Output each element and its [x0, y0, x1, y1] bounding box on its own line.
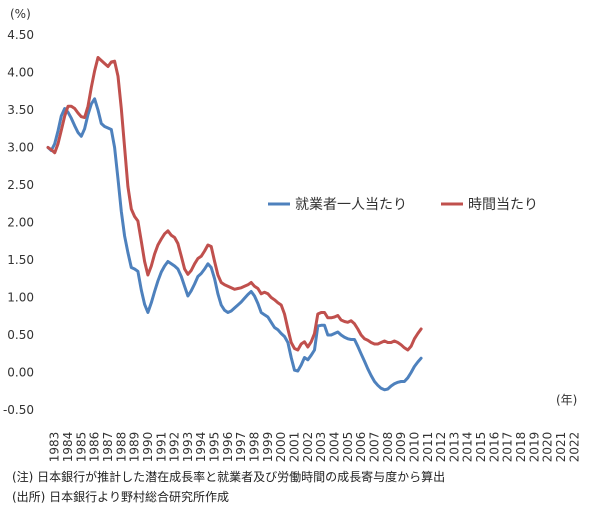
series-lines — [46, 56, 423, 392]
x-tick-label: 1996 — [221, 432, 235, 463]
x-tick-label: 1986 — [88, 432, 102, 463]
y-tick-label: 3.00 — [7, 141, 34, 155]
x-tick-label: 2010 — [407, 432, 421, 463]
x-tick-label: 1999 — [261, 432, 275, 463]
x-tick-label: 2005 — [341, 432, 355, 463]
x-tick-label: 2007 — [367, 432, 381, 463]
x-tick-label: 1983 — [48, 432, 62, 463]
x-tick-label: 2001 — [288, 432, 302, 463]
y-unit-label: (%) — [10, 7, 31, 21]
x-tick-label: 2009 — [394, 432, 408, 463]
x-tick-label: 2012 — [434, 432, 448, 463]
x-tick-label: 2018 — [514, 432, 528, 463]
y-tick-label: 0.50 — [7, 328, 34, 342]
x-unit-label: (年) — [556, 393, 577, 407]
line-chart: (%) 4.50 4.00 3.50 3.00 2.50 2.00 1.50 1.00 0.50… — [3, 7, 582, 463]
x-tick-label: 2015 — [474, 432, 488, 463]
x-tick-label: 2000 — [274, 432, 288, 463]
x-tick-label: 2006 — [354, 432, 368, 463]
x-tick-label: 2008 — [381, 432, 395, 463]
y-tick-label: 2.50 — [7, 178, 34, 192]
x-tick-label: 1991 — [154, 432, 168, 463]
x-tick-label: 2013 — [447, 432, 461, 463]
x-tick-label: 2003 — [314, 432, 328, 463]
y-tick-label: 2.00 — [7, 216, 34, 230]
x-tick-label: 2021 — [554, 432, 568, 463]
x-tick-label: 1987 — [101, 432, 115, 463]
legend-label: 就業者一人当たり — [295, 197, 407, 213]
footnote: (注) 日本銀行が推計した潜在成長率と就業者及び労働時間の成長寄与度から算出 — [12, 470, 446, 484]
y-tick-label: 3.50 — [7, 103, 34, 117]
x-axis-ticks: 1983 1984 1985 1986 1987 1988 1989 1990 1991 1992… — [48, 432, 582, 463]
x-tick-label: 2002 — [301, 432, 315, 463]
y-tick-label: -0.50 — [3, 403, 34, 417]
x-tick-label: 1992 — [168, 432, 182, 463]
x-tick-label: 2022 — [567, 432, 581, 463]
y-tick-label: 1.00 — [7, 291, 34, 305]
x-tick-label: 2011 — [421, 432, 435, 463]
x-tick-label: 1989 — [128, 432, 142, 463]
x-tick-label: 1993 — [181, 432, 195, 463]
series-line-1 — [46, 97, 423, 392]
y-tick-label: 4.50 — [7, 28, 34, 42]
x-tick-label: 2017 — [501, 432, 515, 463]
x-tick-label: 1994 — [194, 432, 208, 463]
x-tick-label: 2004 — [327, 432, 341, 463]
x-tick-label: 1995 — [208, 432, 222, 463]
x-tick-label: 2014 — [461, 432, 475, 463]
y-tick-label: 1.50 — [7, 253, 34, 267]
x-tick-label: 1998 — [248, 432, 262, 463]
x-tick-label: 1984 — [61, 432, 75, 463]
x-tick-label: 2019 — [527, 432, 541, 463]
y-tick-label: 4.00 — [7, 66, 34, 80]
x-tick-label: 1990 — [141, 432, 155, 463]
x-tick-label: 1985 — [74, 432, 88, 463]
x-tick-label: 2020 — [541, 432, 555, 463]
legend: 就業者一人当たり 時間当たり — [268, 197, 538, 213]
x-tick-label: 1997 — [234, 432, 248, 463]
legend-label: 時間当たり — [468, 197, 538, 213]
y-axis-ticks: 4.50 4.00 3.50 3.00 2.50 2.00 1.50 1.00 0.50 0.00… — [3, 28, 34, 417]
y-tick-label: 0.00 — [7, 366, 34, 380]
x-tick-label: 2016 — [487, 432, 501, 463]
series-line-2 — [46, 56, 423, 352]
x-tick-label: 1988 — [114, 432, 128, 463]
source-note: (出所) 日本銀行より野村総合研究所作成 — [12, 490, 229, 504]
